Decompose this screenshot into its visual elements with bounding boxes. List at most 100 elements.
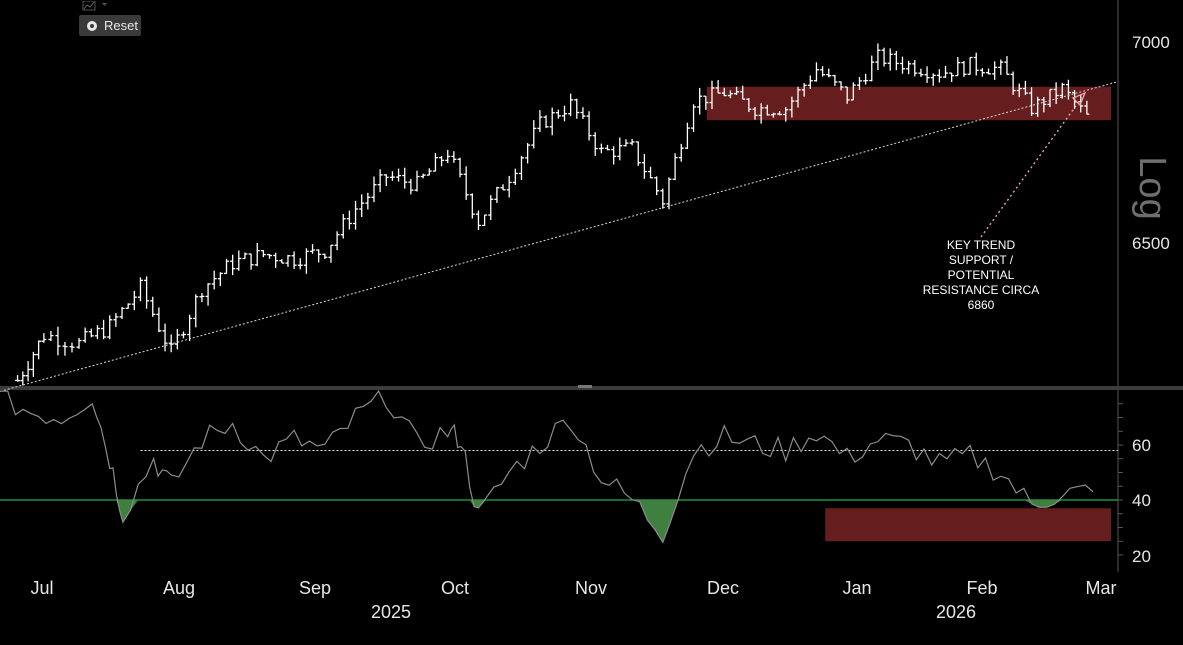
price-bar (457, 157, 463, 178)
price-bar (41, 333, 47, 343)
price-bar (107, 315, 113, 340)
xtick-mar: Mar (1086, 578, 1117, 598)
reset-label: Reset (104, 18, 138, 33)
price-bar (715, 80, 721, 94)
price-bar (396, 168, 402, 182)
price-bar (193, 294, 199, 328)
price-bar (949, 72, 955, 83)
price-bar (69, 342, 75, 353)
price-bar (199, 293, 205, 303)
price-bar (752, 106, 758, 120)
price-bar (389, 171, 395, 181)
line-chart-icon[interactable] (80, 0, 120, 13)
divider-handle[interactable] (578, 385, 592, 388)
price-bar (55, 326, 61, 356)
price-bar (62, 341, 68, 356)
price-bar (359, 194, 365, 218)
price-bar (691, 104, 697, 132)
price-bar (88, 328, 94, 338)
price-bar (494, 186, 500, 203)
chevron-down-icon (102, 3, 107, 6)
annotation-arrow (980, 95, 1084, 238)
price-bar (955, 57, 961, 77)
price-bar (248, 253, 254, 270)
price-bar (30, 351, 36, 377)
trendline (0, 81, 1119, 392)
price-bar (205, 283, 211, 306)
year-2025: 2025 (371, 602, 411, 622)
price-bar (377, 169, 383, 193)
price-bar (303, 248, 309, 274)
price-bar (463, 166, 469, 200)
price-bar (906, 60, 912, 75)
price-bar (727, 90, 733, 99)
ytick-40: 40 (1132, 491, 1151, 510)
reset-button[interactable]: Reset (79, 15, 141, 36)
price-bar (660, 188, 666, 209)
xtick-jul: Jul (30, 578, 53, 598)
price-bar (420, 173, 426, 179)
price-bar (863, 73, 869, 85)
ytick-6500: 6500 (1132, 234, 1170, 253)
price-bar (869, 55, 875, 82)
price-bar (254, 242, 260, 267)
price-bar (580, 107, 586, 119)
price-bar (1053, 82, 1059, 105)
price-bar (850, 82, 856, 101)
price-bar (789, 96, 795, 118)
price-bar (439, 156, 445, 167)
log-scale-label[interactable]: Log (1131, 156, 1173, 219)
price-bar (340, 213, 346, 239)
price-bar (887, 48, 893, 71)
annotation-line-2: SUPPORT / (949, 253, 1014, 267)
price-bar (826, 68, 832, 78)
xtick-feb: Feb (966, 578, 997, 598)
price-bar (936, 69, 942, 83)
price-bar (82, 327, 88, 343)
price-bar (531, 120, 537, 149)
price-bar (76, 337, 82, 349)
price-bar (273, 252, 279, 268)
price-bar (832, 74, 838, 86)
price-bar (979, 68, 985, 77)
price-bar (168, 334, 174, 353)
price-bar (101, 319, 107, 340)
price-bar (709, 80, 715, 110)
price-bar (488, 195, 494, 221)
price-bar (500, 184, 506, 191)
price-bar (353, 200, 359, 230)
price-bar (930, 73, 936, 86)
price-bar (137, 277, 143, 302)
price-bars (15, 43, 1090, 386)
price-bar (807, 75, 813, 90)
price-bar (285, 254, 291, 267)
price-bar (764, 104, 770, 116)
price-bar (144, 276, 150, 309)
radio-dot-icon (87, 20, 97, 31)
price-bar (770, 112, 776, 118)
price-bar (432, 153, 438, 172)
price-bar (518, 155, 524, 181)
price-bar (383, 174, 389, 187)
xtick-oct: Oct (441, 578, 469, 598)
annotation-line-3: POTENTIAL (948, 268, 1015, 282)
chart-type-toolbar[interactable] (80, 0, 120, 14)
price-bar (574, 98, 580, 119)
price-bar (961, 61, 967, 77)
price-bar (297, 258, 303, 270)
price-bar (629, 138, 635, 146)
price-bar (1047, 88, 1053, 108)
price-bar (334, 231, 340, 251)
ytick-60: 60 (1132, 436, 1151, 455)
price-bar (635, 141, 641, 166)
price-bar (598, 143, 604, 154)
ytick-7000: 7000 (1132, 33, 1170, 52)
price-bar (125, 303, 131, 310)
price-bar (697, 87, 703, 115)
price-bar (482, 214, 488, 227)
price-bar (555, 109, 561, 119)
price-bar (1004, 56, 1010, 75)
price-bar (131, 290, 137, 311)
ytick-20: 20 (1132, 547, 1151, 566)
